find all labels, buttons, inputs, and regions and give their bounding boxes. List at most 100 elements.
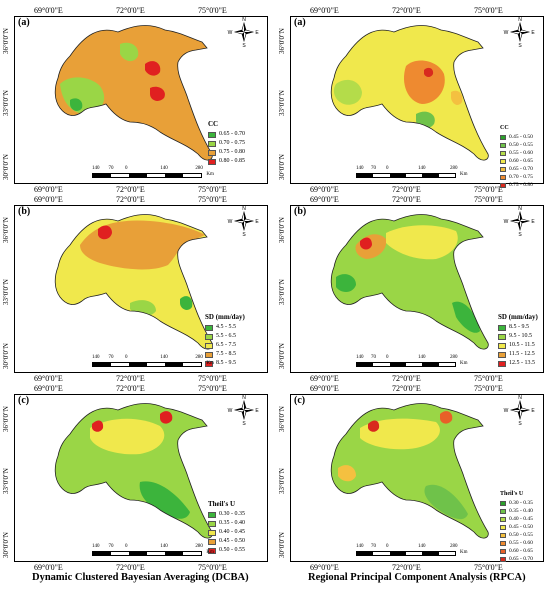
zone-6 — [424, 67, 434, 77]
compass-w: W — [504, 219, 509, 225]
legend-swatch — [500, 556, 506, 562]
legend-label: 0.75 - 0.80 — [219, 149, 245, 155]
legend-label: 0.80 - 0.85 — [219, 158, 245, 164]
legend-swatch — [500, 150, 506, 156]
zone-0 — [139, 481, 190, 519]
legend-item: 0.60 - 0.65 — [500, 547, 533, 555]
lon-tick-label: 75°0'0"E — [474, 384, 503, 393]
scale-bar: 140 70 0 140 280 Km — [92, 355, 214, 367]
scale-number: 70 — [108, 355, 114, 360]
legend-label: 0.30 - 0.35 — [509, 500, 533, 506]
legend-swatch — [208, 547, 216, 554]
legend-swatch — [205, 360, 213, 367]
scale-number: 280 — [450, 355, 458, 360]
legend-item: 0.75 - 0.80 — [500, 181, 533, 189]
legend-item: 0.50 - 0.55 — [208, 546, 245, 555]
lon-tick-label: 75°0'0"E — [474, 374, 503, 383]
scale-bar: 140 70 0 140 280 Km — [356, 544, 468, 556]
legend-item: 0.45 - 0.50 — [500, 523, 533, 531]
scale-bar: 140 70 0 140 280 Km — [356, 355, 468, 367]
legend-swatch — [500, 182, 506, 188]
legend-swatch — [498, 324, 506, 331]
north-arrow-icon: N S E W — [228, 17, 260, 49]
scale-unit: Km — [206, 550, 214, 555]
legend-swatch — [498, 333, 506, 340]
legend-item: 0.80 - 0.85 — [208, 157, 245, 166]
lon-tick-label: 75°0'0"E — [474, 6, 503, 15]
legend-label: 9.5 - 10.5 — [509, 333, 532, 339]
legend-swatch — [500, 508, 506, 514]
caption-rpca: Regional Principal Component Analysis (R… — [308, 572, 526, 583]
legend-label: 0.55 - 0.60 — [509, 150, 533, 156]
compass-s: S — [518, 421, 522, 427]
map-legend: SD (mm/day) 4.5 - 5.5 5.5 - 6.5 6.5 - 7.5 7.… — [205, 313, 245, 368]
legend-label: 0.40 - 0.45 — [219, 529, 245, 535]
scale-unit: Km — [460, 172, 468, 177]
scale-number: 140 — [418, 166, 426, 171]
legend-item: 0.50 - 0.55 — [500, 141, 533, 149]
scale-number: 70 — [371, 544, 376, 549]
lon-tick-label: 69°0'0"E — [310, 6, 339, 15]
legend-swatch — [500, 516, 506, 522]
map-panel-cc-rpca: N S E W (a) 69°0'0"E 69°0'0"E 72°0'0"E 72°0'0"E 7… — [276, 4, 546, 194]
map-panel-sd-dcba: N S E W (b) 69°0'0"E 69°0'0"E 72°0'0"E 72°0'0"E 7… — [0, 193, 270, 383]
legend-label: 0.70 - 0.75 — [219, 140, 245, 146]
map-frame — [14, 205, 268, 373]
legend-swatch — [205, 342, 213, 349]
legend-item: 11.5 - 12.5 — [498, 350, 538, 359]
lat-tick-label: 30°0'0"N — [278, 154, 286, 180]
north-arrow-icon: N S E W — [228, 395, 260, 427]
legend-item: 5.5 - 6.5 — [205, 332, 245, 341]
lon-tick-label: 75°0'0"E — [198, 563, 227, 572]
lon-tick-label: 75°0'0"E — [198, 374, 227, 383]
region-boundary — [54, 214, 213, 350]
lon-tick-label: 72°0'0"E — [392, 374, 421, 383]
lat-tick-label: 33°0'0"N — [2, 279, 10, 305]
map-svg: N S E W — [330, 17, 535, 161]
lat-tick-label: 30°0'0"N — [278, 532, 286, 558]
legend-label: 0.35 - 0.40 — [219, 520, 245, 526]
legend-label: 0.55 - 0.60 — [509, 540, 533, 546]
zone-0 — [336, 274, 356, 292]
panel-label: (a) — [18, 17, 30, 28]
compass-w: W — [228, 408, 233, 414]
scale-number: 0 — [125, 166, 128, 171]
legend-swatch — [500, 500, 506, 506]
legend-swatch — [500, 158, 506, 164]
scale-number: 70 — [371, 355, 376, 360]
legend-swatch — [500, 524, 506, 530]
legend-label: 0.60 - 0.65 — [509, 158, 533, 164]
scale-number: 70 — [371, 166, 376, 171]
lon-tick-label: 75°0'0"E — [198, 185, 227, 194]
region-fill — [55, 25, 213, 161]
compass-w: W — [228, 219, 233, 225]
region-boundary — [330, 25, 489, 161]
panel-label: (c) — [294, 395, 306, 406]
scale-number: 140 — [160, 166, 168, 171]
region-boundary — [330, 403, 489, 539]
legend-label: 8.5 - 9.5 — [509, 324, 529, 330]
compass-e: E — [255, 30, 259, 36]
lon-tick-label: 75°0'0"E — [198, 6, 227, 15]
compass-w: W — [228, 30, 233, 36]
legend-title: SD (mm/day) — [205, 313, 245, 321]
legend-item: 0.55 - 0.60 — [500, 149, 533, 157]
lon-tick-label: 69°0'0"E — [310, 195, 339, 204]
legend-swatch — [500, 532, 506, 538]
legend-item: 10.5 - 11.5 — [498, 341, 538, 350]
legend-item: 0.35 - 0.40 — [500, 507, 533, 515]
lat-tick-label: 33°0'0"N — [2, 90, 10, 116]
lon-tick-label: 69°0'0"E — [310, 563, 339, 572]
compass-s: S — [242, 43, 246, 49]
scale-bar: 140 70 0 140 280 Km — [92, 166, 214, 178]
compass-n: N — [518, 17, 522, 23]
map-frame — [290, 394, 544, 562]
compass-s: S — [518, 232, 522, 238]
legend-swatch — [208, 140, 216, 147]
scale-number: 0 — [386, 355, 389, 360]
map-legend: Theil's U 0.30 - 0.35 0.35 - 0.40 0.40 - 0.… — [500, 490, 533, 563]
lon-tick-label: 72°0'0"E — [392, 185, 421, 194]
legend-label: 0.40 - 0.45 — [509, 516, 533, 522]
scale-number: 140 — [418, 544, 426, 549]
north-arrow-icon: N S E W — [228, 206, 260, 238]
